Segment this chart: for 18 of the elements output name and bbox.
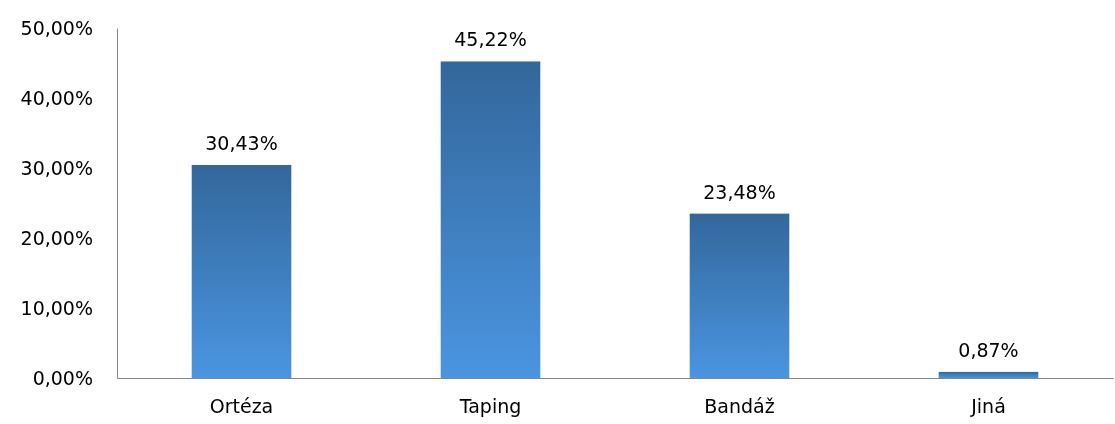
x-tick-label: Jiná bbox=[970, 395, 1006, 418]
x-tick-label: Ortéza bbox=[209, 395, 274, 418]
bar bbox=[689, 213, 790, 378]
y-tick-label: 50,00% bbox=[20, 16, 93, 39]
y-tick-label: 30,00% bbox=[20, 156, 93, 179]
x-tick-label: Taping bbox=[458, 395, 522, 418]
bar bbox=[191, 164, 292, 378]
data-label: 23,48% bbox=[703, 180, 776, 203]
x-tick-label: Bandáž bbox=[704, 395, 775, 418]
y-tick-label: 20,00% bbox=[20, 226, 93, 249]
y-tick-label: 10,00% bbox=[20, 296, 93, 319]
y-tick-label: 40,00% bbox=[20, 86, 93, 109]
bar bbox=[440, 61, 541, 378]
bar bbox=[938, 371, 1039, 378]
data-label: 30,43% bbox=[205, 131, 278, 154]
data-label: 45,22% bbox=[454, 28, 527, 51]
data-label: 0,87% bbox=[958, 338, 1019, 361]
y-tick-label: 0,00% bbox=[32, 366, 93, 389]
